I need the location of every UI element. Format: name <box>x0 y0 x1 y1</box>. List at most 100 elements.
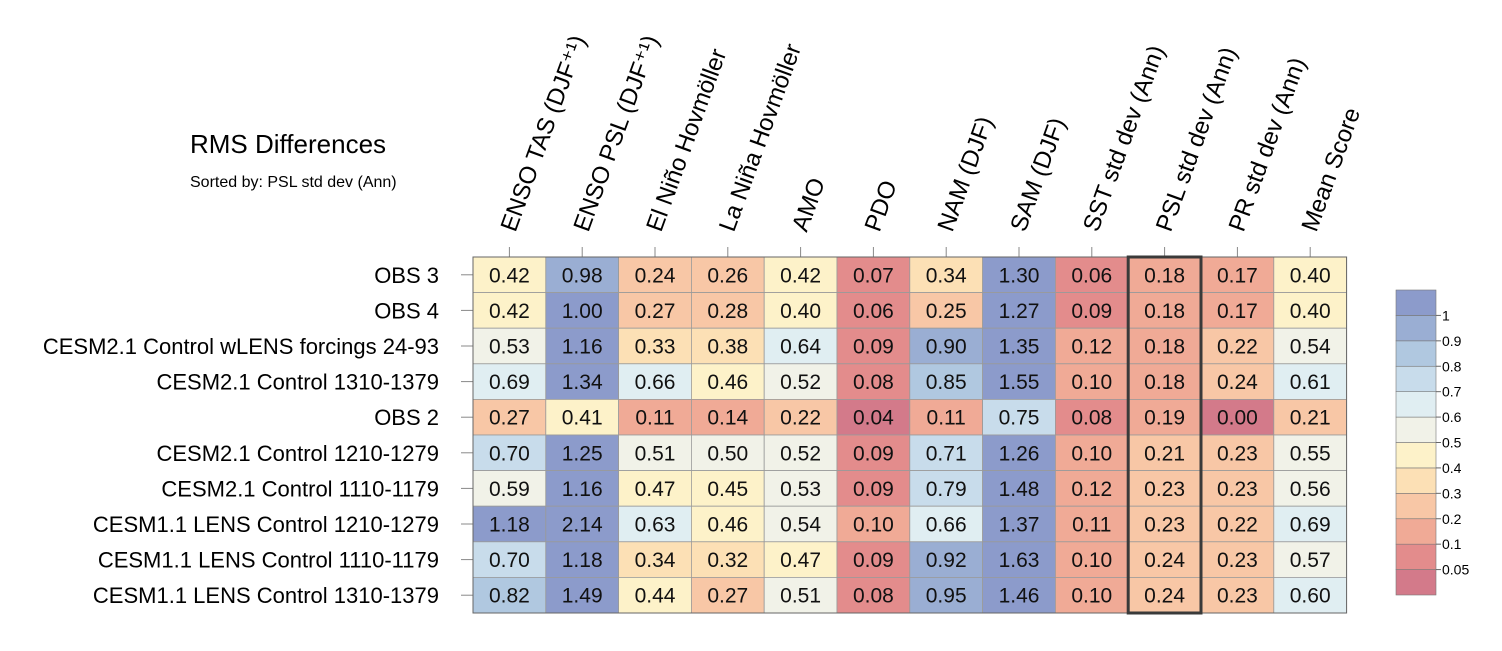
colorbar-label: 0.2 <box>1442 511 1462 527</box>
cell-value-label: 0.00 <box>1217 407 1258 430</box>
colorbar-label: 1 <box>1442 307 1450 323</box>
heatmap-cell <box>1273 256 1348 293</box>
heatmap-cell <box>1200 363 1275 400</box>
colorbar-swatch <box>1395 416 1437 443</box>
colorbar-label: 0.1 <box>1442 536 1462 552</box>
heatmap-cell <box>618 398 692 436</box>
colorbar-label: 0.9 <box>1442 333 1462 349</box>
cell-value-label: 0.34 <box>926 264 967 287</box>
column-label: PSL std dev (Ann) <box>1151 44 1243 235</box>
heatmap-cell <box>545 434 619 471</box>
cell-value-label: 0.18 <box>1144 300 1185 323</box>
heatmap-cell <box>1127 398 1202 436</box>
chart-title: RMS Differences <box>190 129 386 159</box>
heatmap-cell <box>1273 363 1348 400</box>
cell-value-label: 1.63 <box>999 549 1040 572</box>
heatmap-cell <box>691 363 765 400</box>
heatmap-cell <box>618 577 692 614</box>
cell-value-label: 0.54 <box>1290 336 1331 359</box>
column-label: NAM (DJF) <box>932 113 998 235</box>
row-label: CESM2.1 Control 1110-1179 <box>161 476 439 501</box>
column-label: SAM (DJF) <box>1005 114 1071 235</box>
cell-value-label: 0.24 <box>635 264 676 287</box>
cell-value-label: 0.23 <box>1144 514 1185 537</box>
heatmap-cell <box>836 327 911 365</box>
colorbar-label: 0.8 <box>1442 358 1462 374</box>
heatmap-cell <box>545 292 619 329</box>
cell-value-label: 0.90 <box>926 336 967 359</box>
heatmap-cell <box>982 256 1056 293</box>
colorbar-swatch <box>1395 289 1437 316</box>
cell-value-label: 0.50 <box>707 442 748 465</box>
cell-value-label: 0.23 <box>1217 585 1258 608</box>
cell-value-label: 0.17 <box>1217 300 1258 323</box>
heatmap-cell <box>472 434 547 471</box>
colorbar-swatch <box>1395 315 1437 342</box>
cell-value-label: 0.69 <box>1290 514 1331 537</box>
cell-value-label: 0.08 <box>1071 407 1112 430</box>
cell-value-label: 0.45 <box>707 478 748 501</box>
cell-value-label: 0.23 <box>1217 549 1258 572</box>
cell-value-label: 0.56 <box>1290 478 1331 501</box>
heatmap-cell <box>1055 256 1129 293</box>
chart-subtitle: Sorted by: PSL std dev (Ann) <box>190 174 397 191</box>
cell-value-label: 0.27 <box>707 585 748 608</box>
cell-value-label: 0.27 <box>635 300 676 323</box>
cell-value-label: 0.24 <box>1144 585 1185 608</box>
heatmap-cell <box>691 292 765 329</box>
heatmap-cell <box>763 577 838 614</box>
cell-value-label: 0.11 <box>927 407 966 430</box>
cell-value-label: 0.18 <box>1144 264 1185 287</box>
heatmap-cell <box>545 398 619 436</box>
cell-value-label: 1.35 <box>999 336 1040 359</box>
cell-value-label: 0.40 <box>1290 300 1331 323</box>
cell-value-label: 0.51 <box>780 585 821 608</box>
cell-value-label: 0.11 <box>1072 514 1111 537</box>
heatmap-cell <box>545 577 619 614</box>
heatmap-cell <box>763 292 838 329</box>
row-label: CESM2.1 Control 1210-1279 <box>157 441 440 466</box>
heatmap-cell <box>1273 292 1348 329</box>
column-label: La Niña Hovmöller <box>714 40 807 235</box>
heatmap-cell <box>1200 505 1275 543</box>
heatmap-cell <box>836 292 911 329</box>
heatmap-cell <box>763 398 838 436</box>
heatmap-cell <box>472 398 547 436</box>
heatmap-cell <box>618 434 692 471</box>
cell-value-label: 0.59 <box>489 478 530 501</box>
cell-value-label: 0.98 <box>562 264 603 287</box>
row-label: OBS 2 <box>374 405 439 430</box>
heatmap-cell <box>545 470 619 507</box>
cell-value-label: 0.23 <box>1144 478 1185 501</box>
heatmap-cell <box>982 327 1056 365</box>
cell-value-label: 0.22 <box>1217 336 1258 359</box>
cell-value-label: 0.23 <box>1217 442 1258 465</box>
cell-value-label: 0.06 <box>853 300 894 323</box>
heatmap-cell <box>1055 363 1129 400</box>
heatmap-cell <box>1055 292 1129 329</box>
column-label: SST std dev (Ann) <box>1078 42 1170 235</box>
cell-value-label: 0.47 <box>780 549 821 572</box>
cell-value-label: 0.46 <box>707 514 748 537</box>
cell-value-label: 0.61 <box>1290 371 1331 394</box>
cell-value-label: 0.71 <box>926 442 967 465</box>
row-label: CESM2.1 Control wLENS forcings 24-93 <box>43 334 439 359</box>
heatmap-cell <box>1273 505 1348 543</box>
heatmap-cell <box>763 256 838 293</box>
cell-value-label: 1.30 <box>999 264 1040 287</box>
column-label: PR std dev (Ann) <box>1224 54 1312 235</box>
cell-value-label: 0.53 <box>780 478 821 501</box>
heatmap-cell <box>982 470 1056 507</box>
colorbar-label: 0.05 <box>1442 562 1469 578</box>
heatmap-cell <box>618 327 692 365</box>
heatmap-cell <box>691 470 765 507</box>
cell-value-label: 0.69 <box>489 371 530 394</box>
column-labels: ENSO TAS (DJF⁺¹)ENSO PSL (DJF⁺¹)El Niño … <box>496 32 1366 257</box>
cell-value-label: 0.08 <box>853 585 894 608</box>
cell-value-label: 0.21 <box>1290 407 1331 430</box>
column-label: AMO <box>787 174 831 235</box>
cell-value-label: 1.55 <box>999 371 1040 394</box>
heatmap-cell <box>472 256 547 293</box>
cell-value-label: 0.24 <box>1217 371 1258 394</box>
cell-value-label: 1.18 <box>562 549 603 572</box>
